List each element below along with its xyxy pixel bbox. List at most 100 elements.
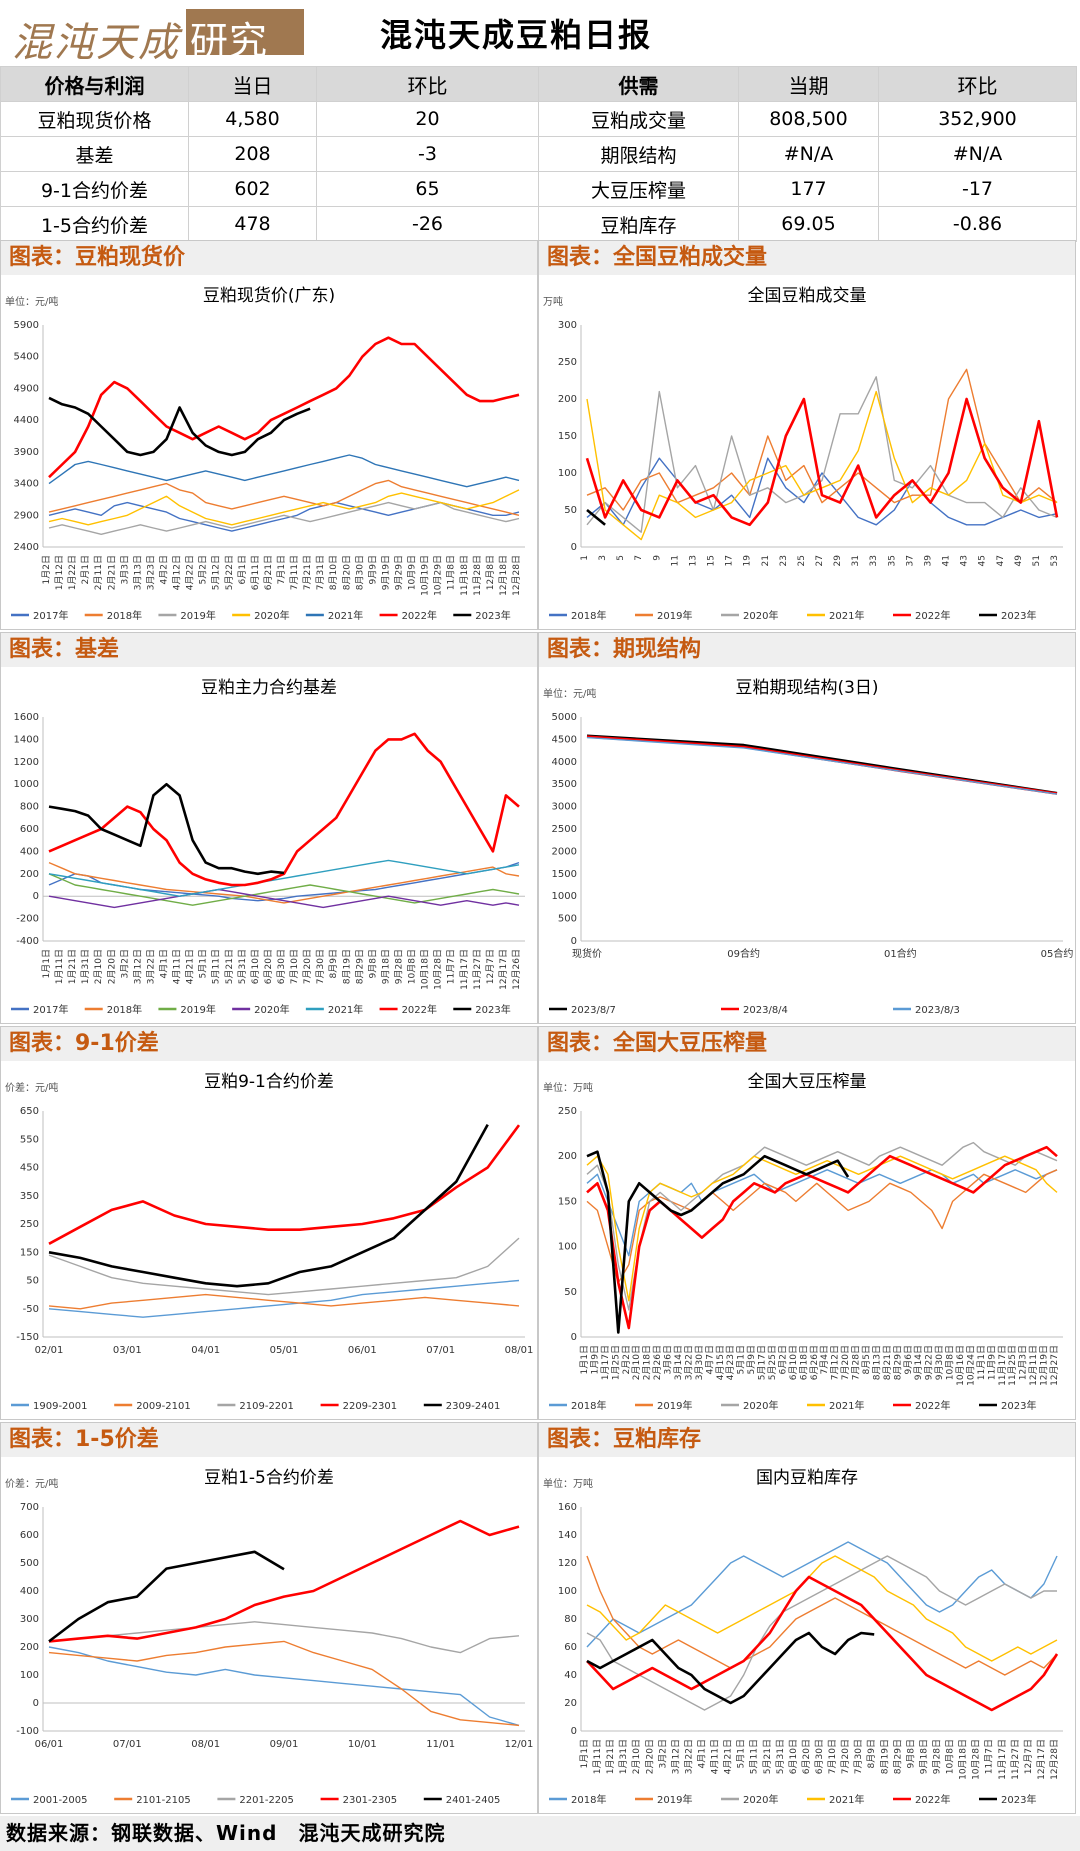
x-tick-label: 6月2日 (777, 1345, 788, 1374)
chart-title: 全国大豆压榨量 (748, 1072, 867, 1092)
x-tick-label: 51 (1032, 555, 1042, 566)
x-tick-label: 2月18日 (642, 1345, 653, 1380)
x-tick-label: 6月21日 (263, 555, 274, 590)
y-tick-label: 0 (33, 891, 39, 902)
kpi-row: 豆粕现货价格 4,580 20 豆粕成交量 808,500 352,900 (0, 101, 1077, 137)
x-tick-label: 6月30日 (814, 1739, 825, 1774)
y-tick-label: 400 (20, 1586, 39, 1597)
y-tick-label: 250 (558, 1106, 577, 1117)
x-tick-label: 8月29日 (354, 949, 365, 984)
legend-label: 2021年 (829, 1793, 864, 1806)
y-tick-label: 2000 (552, 846, 577, 857)
x-tick-label: 3 (598, 555, 608, 561)
legend-label: 2309-2401 (446, 1401, 501, 1412)
kpi-cell: 65 (316, 171, 539, 207)
x-tick-label: 5 (616, 555, 626, 561)
x-tick-label: 11月1日 (976, 1345, 987, 1380)
x-tick-label: 11月17日 (997, 1345, 1008, 1386)
series-line (586, 368, 1058, 511)
legend-label: 2022年 (915, 1793, 950, 1806)
legend-label: 2018年 (571, 609, 606, 622)
x-tick-label: 5月21日 (224, 949, 235, 984)
x-tick-label: 39 (923, 555, 933, 567)
x-tick-label: 5月21日 (762, 1739, 773, 1774)
x-tick-label: 09/01 (270, 1739, 299, 1750)
x-tick-label: 4月21日 (723, 1739, 734, 1774)
unit-label: 单位：万吨 (543, 1081, 593, 1094)
y-tick-label: 100 (558, 468, 577, 479)
kpi-header-cell: 供需 (538, 66, 739, 102)
y-tick-label: -100 (16, 1726, 39, 1737)
panel-title: 图表：期现结构 (539, 633, 1075, 667)
x-tick-label: 4月22日 (185, 555, 196, 590)
x-tick-label: 9月6日 (903, 1345, 914, 1374)
x-tick-label: 2月21日 (106, 555, 117, 590)
x-tick-label: 06/01 (348, 1345, 377, 1356)
unit-label: 万吨 (543, 295, 563, 308)
y-tick-label: 300 (20, 1614, 39, 1625)
kpi-cell: 期限结构 (538, 136, 739, 172)
kpi-cell: 4,580 (188, 101, 317, 137)
kpi-cell: 808,500 (738, 101, 879, 137)
legend-label: 2018年 (107, 609, 142, 622)
x-tick-label: 8月9日 (866, 1739, 877, 1768)
x-tick-label: 3月13日 (132, 555, 143, 590)
x-tick-label: 11月18日 (459, 555, 470, 596)
x-tick-label: 3月22日 (683, 1345, 694, 1380)
legend-label: 2023年 (1001, 1793, 1036, 1806)
x-tick-label: 9月18日 (918, 1739, 929, 1774)
x-tick-label: 7月20日 (840, 1345, 851, 1380)
kpi-cell: 208 (188, 136, 317, 172)
x-tick-label: 2月10日 (631, 1345, 642, 1380)
x-tick-label: 5月11日 (749, 1739, 760, 1774)
x-tick-label: 45 (978, 555, 988, 566)
x-tick-label: 9月8日 (905, 1739, 916, 1768)
logo-text-left: 混沌天成 (12, 20, 180, 66)
y-tick-label: 100 (558, 1586, 577, 1597)
unit-label: 价差：元/吨 (5, 1477, 58, 1490)
y-tick-label: 100 (20, 1670, 39, 1681)
panel-inventory: 图表：豆粕库存 国内豆粕库存 单位：万吨 0 20 40 60 80 100 120 140 160… (538, 1422, 1076, 1814)
kpi-cell: #N/A (878, 136, 1077, 172)
x-tick-label: 7月12日 (830, 1345, 841, 1380)
x-tick-label: 6月11日 (250, 555, 261, 590)
x-tick-label: 9月28日 (394, 949, 405, 984)
chart-term-structure: 豆粕期现结构(3日) 单位：元/吨 0 500 1000 1500 2000 2500 3000… (543, 678, 1073, 1016)
x-tick-label: 6月10日 (788, 1345, 799, 1380)
x-tick-label: 11月8日 (446, 555, 457, 590)
series-line (48, 1123, 489, 1288)
panel-spot-price: 图表：豆粕现货价 豆粕现货价(广东) 单位：元/吨 2400 2900 3400 3900… (0, 240, 538, 630)
y-tick-label: 200 (558, 1151, 577, 1162)
y-tick-label: 0 (571, 1332, 577, 1343)
x-tick-label: 53 (1050, 555, 1060, 566)
x-tick-label: 07/01 (113, 1739, 142, 1750)
x-tick-label: 10月28日 (433, 949, 444, 990)
kpi-cell: -17 (878, 171, 1077, 207)
x-tick-label: 2月10日 (631, 1739, 642, 1774)
x-tick-label: 9月29日 (394, 555, 405, 590)
x-tick-label: 5月31日 (237, 949, 248, 984)
x-tick-label: 12月18日 (498, 555, 509, 596)
x-tick-label: 2月26日 (652, 1345, 663, 1380)
legend-label: 2018年 (571, 1399, 606, 1412)
x-tick-label: 1月21日 (67, 949, 78, 984)
y-tick-label: 550 (20, 1134, 39, 1145)
y-tick-label: 120 (558, 1558, 577, 1569)
unit-label: 单位：元/吨 (5, 295, 58, 308)
series-line (586, 1575, 1059, 1712)
legend-label: 2020年 (254, 609, 289, 622)
kpi-header-cell: 价格与利润 (0, 66, 189, 102)
series-line (586, 1631, 875, 1705)
x-tick-label: 7 (634, 555, 644, 561)
x-tick-label: 33 (869, 555, 879, 566)
legend-label: 2001-2005 (33, 1795, 88, 1806)
panel-volume: 图表：全国豆粕成交量 全国豆粕成交量 万吨 0 50 100 150 200 250 300 1 3… (538, 240, 1076, 630)
x-tick-label: 8月20日 (341, 555, 352, 590)
x-tick-label: 12月11日 (1028, 1345, 1039, 1386)
x-tick-label: 04/01 (191, 1345, 220, 1356)
x-tick-label: 5月25日 (767, 1345, 778, 1380)
y-tick-label: 250 (20, 1219, 39, 1230)
x-tick-label: 1月22日 (67, 555, 78, 590)
panel-title: 图表：1-5价差 (1, 1423, 537, 1457)
x-tick-label: 9月8日 (367, 949, 378, 978)
